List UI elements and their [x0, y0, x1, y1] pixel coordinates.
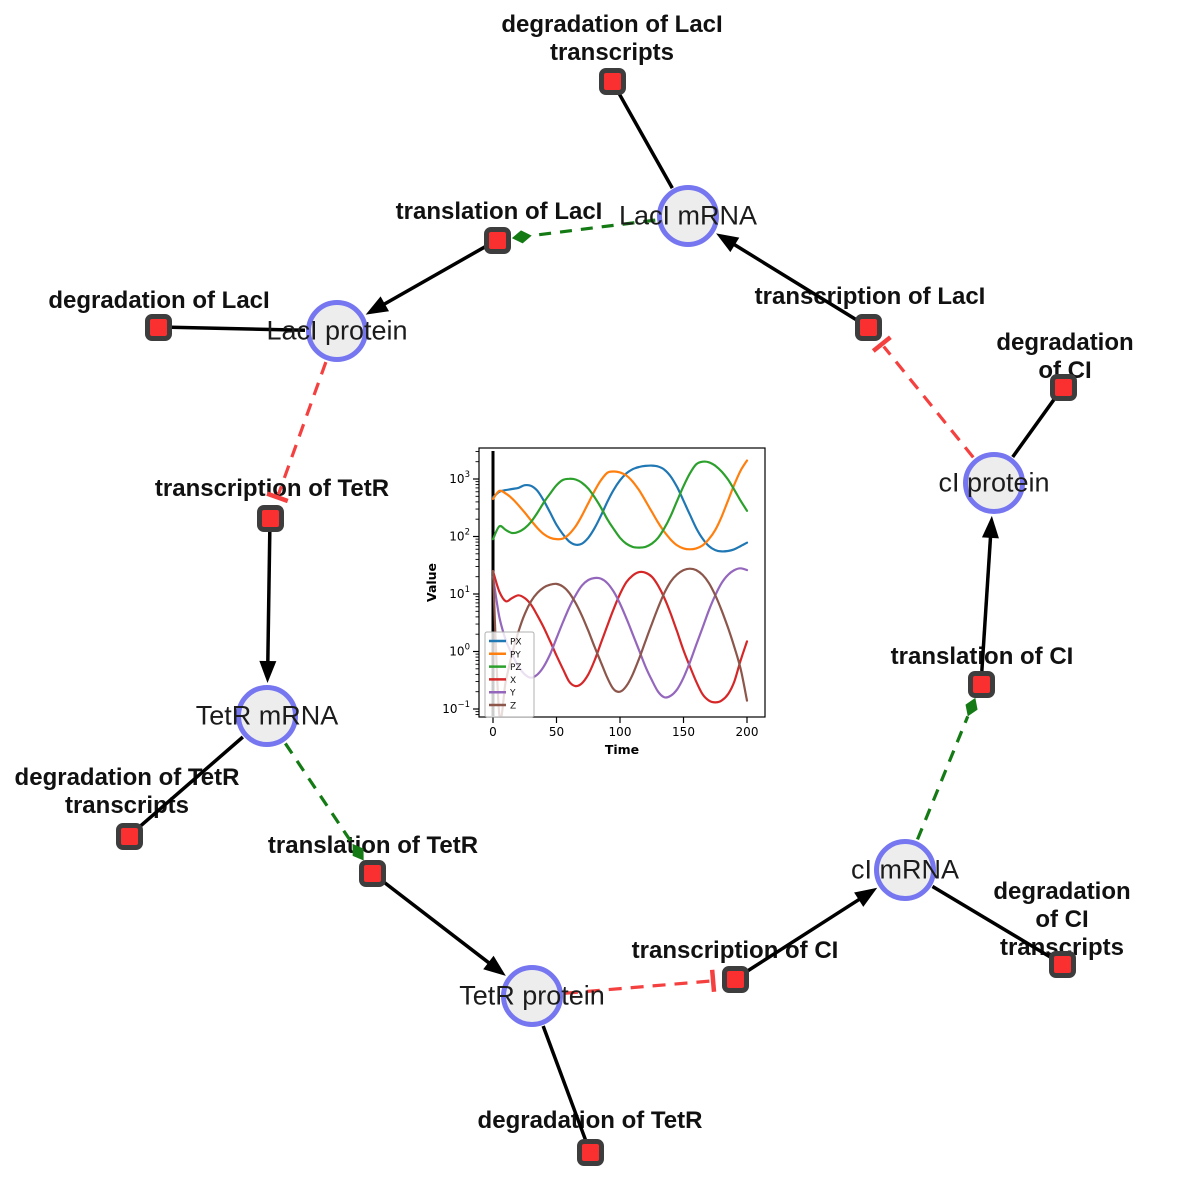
species-label-ci_protein: cI protein — [938, 467, 1050, 498]
reaction-node-deg_tetr[interactable] — [576, 1138, 604, 1166]
series-line-PZ — [491, 460, 749, 549]
arrowhead — [854, 887, 878, 907]
species-label-laci_protein: LacI protein — [266, 315, 408, 346]
reaction-label-deg_ci: degradation of CI — [996, 329, 1134, 384]
reaction-label-transl_tetr: translation of TetR — [267, 832, 479, 859]
reaction-label-txn_laci: transcription of LacI — [754, 283, 986, 310]
series-line-Y — [491, 567, 749, 699]
species-label-tetr_protein: TetR protein — [459, 980, 605, 1011]
x-axis-label: Time — [605, 742, 639, 757]
reaction-node-transl_ci[interactable] — [967, 670, 995, 698]
reaction-label-deg_laci_tx: degradation of LacI transcripts — [501, 11, 723, 66]
reaction-label-transl_laci: translation of LacI — [395, 198, 603, 225]
reaction-label-txn_tetr: transcription of TetR — [154, 475, 390, 502]
reaction-label-transl_ci: translation of CI — [890, 643, 1074, 670]
reaction-label-deg_tetr_tx: degradation of TetR transcripts — [14, 764, 240, 819]
arrowhead — [483, 955, 506, 976]
reaction-node-deg_laci_tx[interactable] — [598, 67, 626, 95]
species-node-tetr_mrna[interactable] — [236, 685, 298, 747]
reaction-node-txn_tetr[interactable] — [256, 504, 284, 532]
plot-frame — [478, 447, 766, 718]
species-label-tetr_mrna: TetR mRNA — [195, 700, 339, 731]
species-label-laci_mrna: LacI mRNA — [618, 200, 758, 231]
reaction-label-deg_laci: degradation of LacI — [48, 287, 270, 314]
edge-ci_mrna-transl_ci — [916, 697, 978, 841]
reaction-label-txn_ci: transcription of CI — [631, 937, 839, 964]
edge-deg_ci-ci_protein — [1011, 396, 1057, 459]
y-tick-label: 101 — [449, 585, 470, 601]
arrowhead — [259, 660, 277, 684]
y-axis-label: Value — [425, 563, 439, 602]
series-line-Z — [491, 567, 749, 717]
reaction-node-transl_tetr[interactable] — [358, 859, 386, 887]
edge-txn_tetr-tetr_mrna — [259, 530, 277, 684]
legend: PX PY PZ XYZ — [484, 631, 535, 718]
reaction-node-txn_laci[interactable] — [854, 313, 882, 341]
diamond-arrowhead — [965, 697, 978, 717]
x-tick-label: 200 — [736, 725, 759, 739]
edge-deg_laci_tx-laci_mrna — [616, 91, 674, 189]
reaction-node-deg_ci[interactable] — [1049, 373, 1077, 401]
x-tick-label: 0 — [489, 725, 497, 739]
legend-entry-PZ: PZ — [510, 663, 522, 673]
edge-transl_laci-laci_protein — [365, 244, 487, 315]
x-tick-label: 150 — [672, 725, 695, 739]
species-node-ci_protein[interactable] — [963, 452, 1025, 514]
edge-ci_protein-txn_laci — [871, 335, 975, 459]
species-label-ci_mrna: cI mRNA — [851, 854, 959, 885]
arrowhead — [716, 233, 740, 253]
species-node-ci_mrna[interactable] — [874, 839, 936, 901]
y-tick-label: 100 — [449, 643, 470, 659]
reaction-node-transl_laci[interactable] — [483, 226, 511, 254]
diamond-arrowhead — [511, 230, 532, 244]
reaction-node-deg_ci_tx[interactable] — [1048, 950, 1076, 978]
reaction-label-deg_tetr: degradation of TetR — [477, 1107, 703, 1134]
legend-entry-PX: PX — [510, 638, 522, 648]
y-tick-label: 10−1 — [442, 700, 470, 716]
species-node-tetr_protein[interactable] — [501, 965, 563, 1027]
inhibition-bar — [709, 969, 717, 992]
y-tick-label: 102 — [449, 528, 470, 544]
series-line-PY — [491, 459, 749, 551]
reaction-node-deg_laci[interactable] — [144, 313, 172, 341]
legend-entry-PY: PY — [510, 650, 521, 660]
y-tick-label: 103 — [449, 470, 470, 486]
arrowhead — [365, 296, 390, 315]
series-line-PX — [491, 464, 749, 553]
reaction-node-txn_ci[interactable] — [721, 965, 749, 993]
species-node-laci_protein[interactable] — [306, 300, 368, 362]
edge-transl_tetr-tetr_protein — [381, 879, 506, 976]
series-line-X — [491, 570, 749, 704]
reaction-node-deg_tetr_tx[interactable] — [115, 822, 143, 850]
legend-entry-X: X — [510, 676, 516, 686]
x-tick-label: 100 — [609, 725, 632, 739]
legend-entry-Y: Y — [509, 689, 516, 699]
reaction-label-deg_ci_tx: degradation of CI transcripts — [993, 878, 1131, 961]
arrowhead — [981, 515, 999, 539]
species-node-laci_mrna[interactable] — [657, 185, 719, 247]
legend-entry-Z: Z — [510, 702, 516, 712]
x-tick-label: 50 — [549, 725, 564, 739]
